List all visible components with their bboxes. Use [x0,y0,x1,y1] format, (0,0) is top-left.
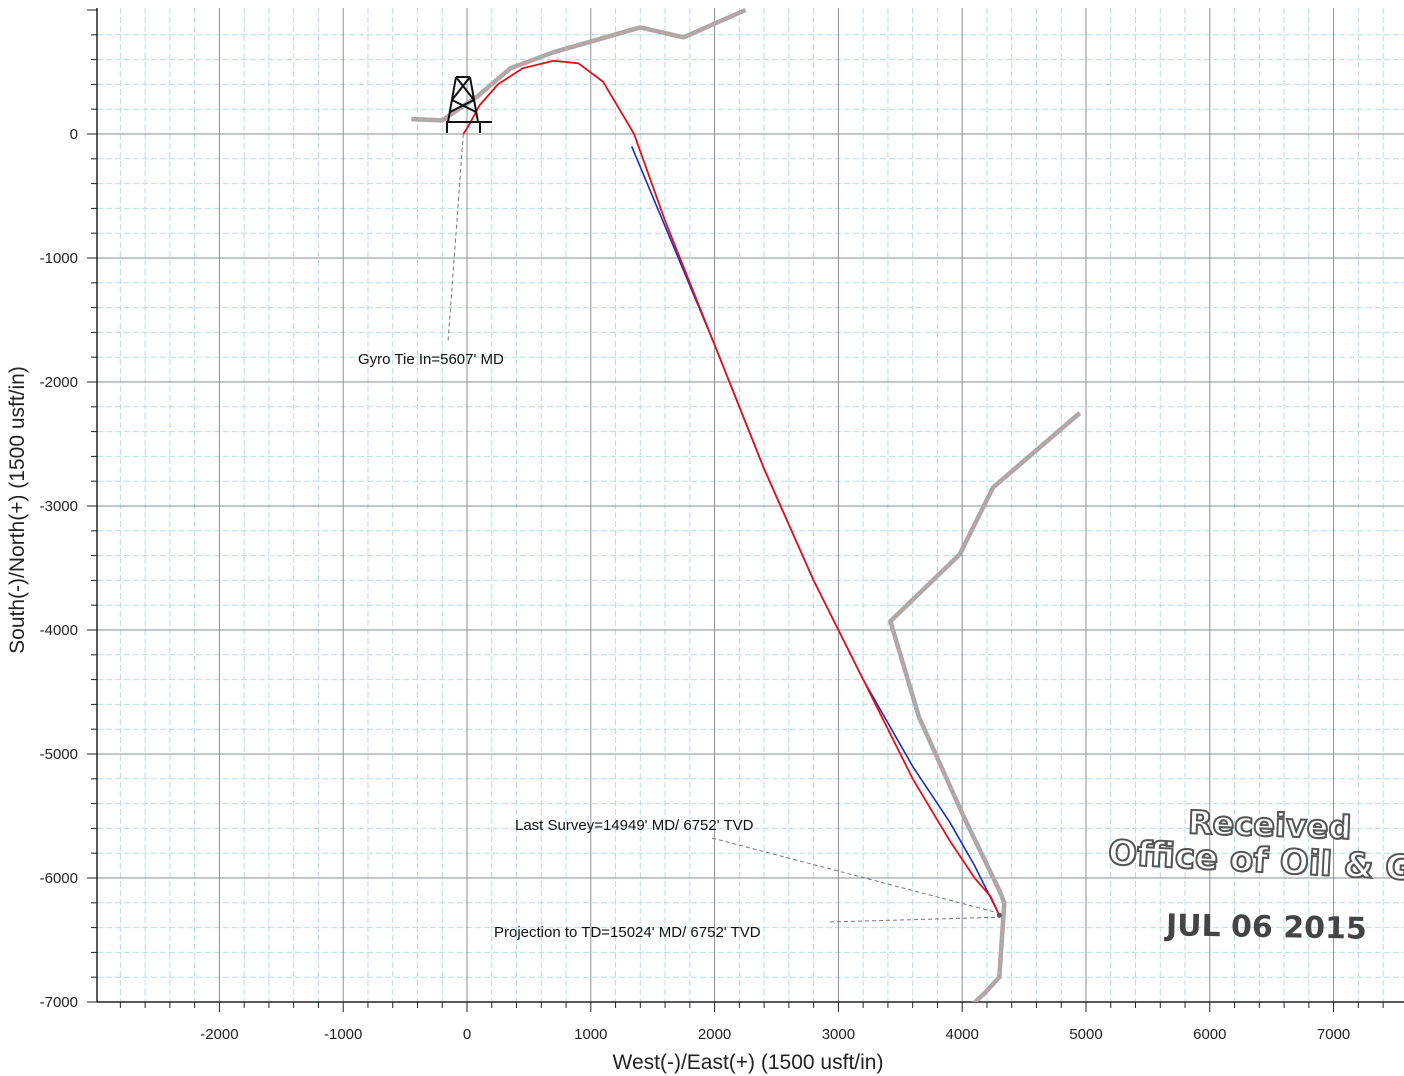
offset-wellpath-line [888,411,1082,1002]
y-tick-label: -4000 [40,622,78,639]
y-tick-label: 0 [70,126,78,143]
x-axis-title: West(-)/East(+) (1500 usft/in) [613,1051,884,1074]
x-tick-label: 6000 [1193,1026,1226,1043]
received-stamp-date: JUL 06 2015 [1165,908,1368,947]
y-tick-label: -5000 [40,746,78,763]
axes [96,8,1404,1003]
x-tick-label: 1000 [574,1026,607,1043]
drilling-rig-icon [446,76,492,133]
x-tick-label: -1000 [324,1026,362,1043]
td-point-marker [996,912,1002,918]
x-tick-label: -2000 [200,1026,238,1043]
x-tick-label: 2000 [698,1026,731,1043]
y-tick-label: -2000 [40,374,78,391]
grid-minor [97,8,1404,1002]
x-tick-label: 3000 [822,1026,855,1043]
projection-leader-line [829,916,1000,923]
x-tick-label: 0 [463,1026,471,1043]
y-axis-title: South(-)/North(+) (1500 usft/in) [6,366,29,654]
axis-ticks [87,9,1384,1012]
y-tick-label: -7000 [40,994,78,1011]
grid-major [97,8,1404,1002]
projection-to-td-label: Projection to TD=15024' MD/ 6752' TVD [494,924,761,941]
x-tick-label: 5000 [1069,1026,1102,1043]
actual-wellpath-line [462,59,1001,916]
offset-wellpath-centerline [889,412,1081,1002]
gyro-tie-in-label: Gyro Tie In=5607' MD [358,351,504,368]
annotation-leaders [447,133,1002,923]
gyro-leader-line [447,133,464,343]
last-survey-label: Last Survey=14949' MD/ 6752' TVD [515,817,754,834]
y-tick-label: -3000 [40,498,78,515]
last-survey-leader-line [711,837,1000,914]
y-tick-labels: 0 -1000 -2000 -3000 -4000 -5000 -6000 -7… [40,126,78,1011]
y-tick-label: -1000 [40,250,78,267]
x-tick-label: 7000 [1317,1026,1350,1043]
y-tick-label: -6000 [40,870,78,887]
x-tick-labels: -2000 -1000 0 1000 2000 3000 4000 5000 6… [200,1026,1350,1043]
series-layer [411,7,1082,1002]
x-tick-label: 4000 [946,1026,979,1043]
